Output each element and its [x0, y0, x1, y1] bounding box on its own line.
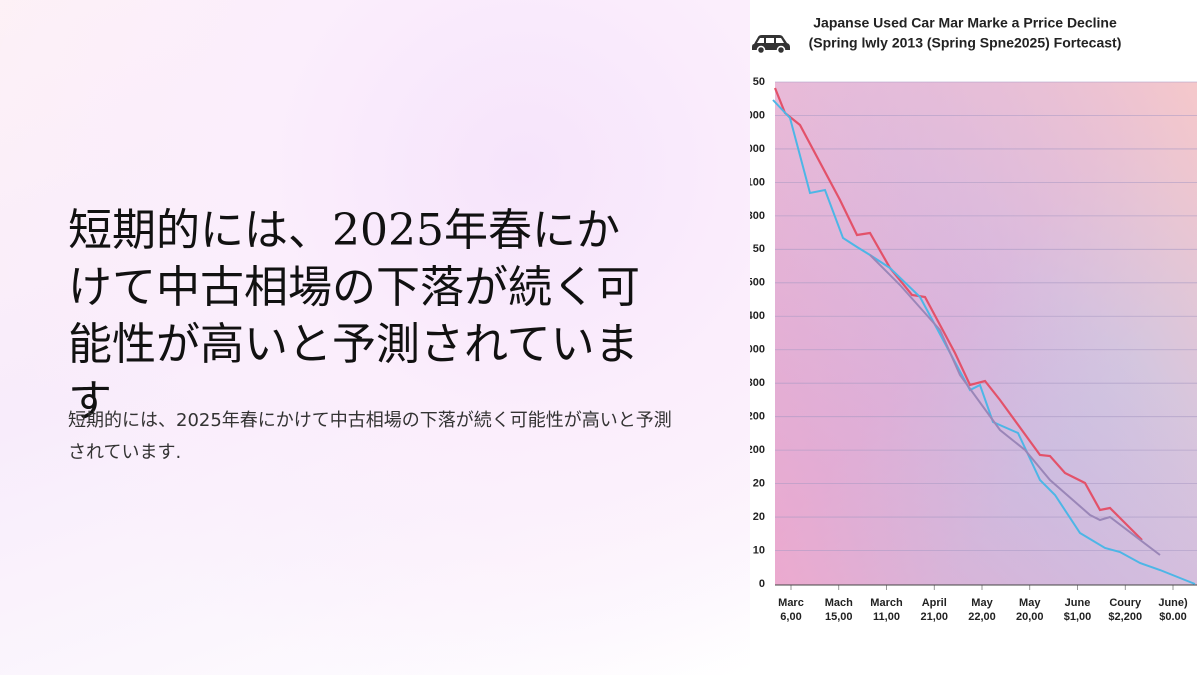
heading: 短期的には、2025年春にかけて中古相場の下落が続く可能性が高いと予測されていま…	[68, 205, 640, 427]
x-label: 21,00	[920, 611, 948, 623]
x-label: 22,00	[968, 611, 996, 623]
y-label: 50	[753, 76, 765, 88]
x-label: Coury	[1109, 597, 1142, 609]
x-label: 20,00	[1016, 611, 1044, 623]
x-label: April	[922, 597, 947, 609]
x-label: June	[1065, 597, 1091, 609]
x-label: March	[870, 597, 903, 609]
y-label: 000	[750, 143, 765, 155]
decorative-line	[869, 254, 1161, 556]
decorative-line	[773, 87, 1143, 541]
y-label: 500	[750, 277, 765, 289]
x-label: May	[1019, 597, 1041, 609]
y-label: 100	[750, 176, 765, 188]
figure-title: (Spring lwly 2013 (Spring Spne2025) Fort…	[809, 35, 1122, 51]
y-label: 0	[759, 578, 765, 590]
y-label: 300	[750, 377, 765, 389]
x-label: $2,200	[1108, 611, 1142, 623]
x-label: June)	[1158, 597, 1188, 609]
y-label: 000	[750, 344, 765, 356]
chart-image: Japanse Used Car Mar Marke a Prrice Decl…	[750, 0, 1200, 675]
y-label: 50	[753, 243, 765, 255]
y-label: 400	[750, 310, 765, 322]
x-label: 6,00	[780, 611, 801, 623]
plot-glow	[775, 82, 1197, 585]
x-label: $1,00	[1064, 611, 1092, 623]
left-panel: 短期的には、2025年春にかけて中古相場の下落が続く可能性が高いと予測されていま…	[0, 0, 750, 675]
y-label: 200	[750, 411, 765, 423]
y-label: 20	[753, 478, 765, 490]
y-label: 10	[753, 544, 765, 556]
y-label: 300	[750, 210, 765, 222]
figure-title: Japanse Used Car Mar Marke a Prrice Decl…	[813, 15, 1117, 31]
car-icon	[752, 35, 790, 55]
decorative-line	[772, 99, 1196, 585]
y-label: 000	[750, 109, 765, 121]
y-label: 200	[750, 444, 765, 456]
x-label: 11,00	[873, 611, 900, 623]
x-label: Mach	[825, 597, 853, 609]
x-label: $0.00	[1159, 611, 1187, 623]
y-label: 20	[753, 511, 765, 523]
x-label: 15,00	[825, 611, 853, 623]
x-label: Marc	[778, 597, 804, 609]
grid	[775, 81, 1197, 590]
x-label: May	[971, 597, 993, 609]
body-text: 短期的には、2025年春にかけて中古相場の下落が続く可能性が高いと予測されていま…	[68, 410, 672, 463]
